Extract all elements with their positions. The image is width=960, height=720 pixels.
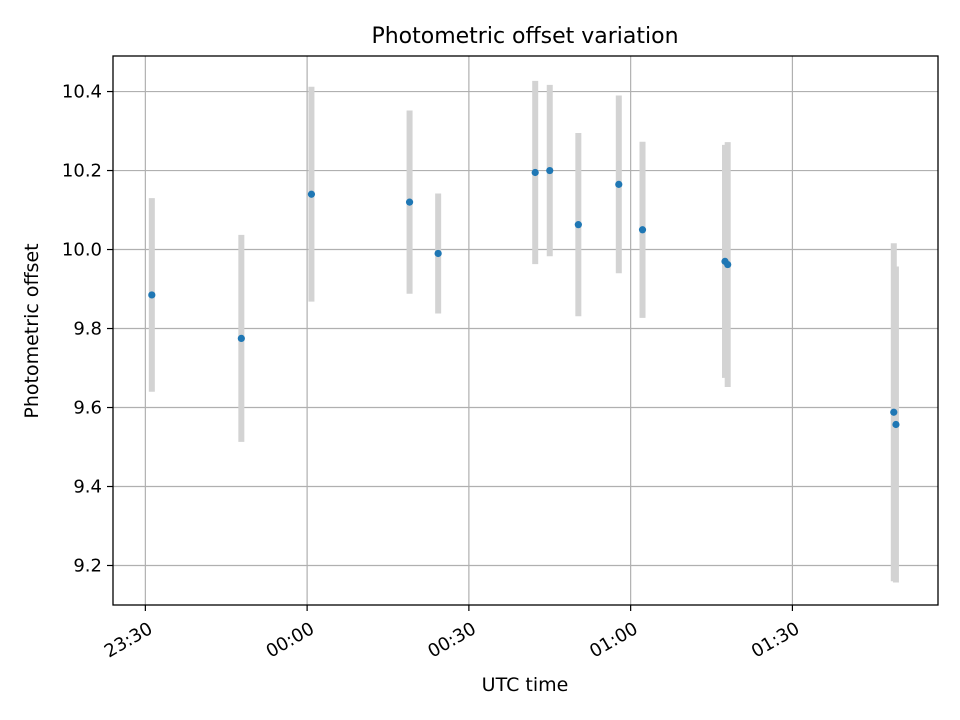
y-tick-label: 9.8 [73, 319, 102, 340]
y-tick-label: 9.6 [73, 398, 102, 419]
data-point [307, 190, 316, 198]
data-point [574, 221, 582, 229]
data-point [434, 249, 442, 258]
data-point [892, 420, 900, 429]
chart-title: Photometric offset variation [371, 24, 678, 49]
data-point [148, 291, 156, 299]
y-axis-label: Photometric offset [21, 243, 43, 418]
data-point [638, 226, 647, 234]
data-point [546, 166, 554, 175]
x-axis-label: UTC time [482, 674, 569, 696]
data-point [724, 260, 732, 269]
y-tick-label: 9.2 [73, 556, 102, 577]
y-tick-label: 10.4 [62, 82, 102, 103]
y-tick-label: 9.4 [73, 477, 102, 498]
data-point [890, 408, 898, 416]
y-tick-label: 10.0 [62, 240, 102, 261]
data-points [148, 166, 900, 429]
plot-frame [112, 55, 939, 606]
grid [113, 56, 938, 605]
data-point [405, 198, 414, 206]
data-point [615, 180, 623, 188]
data-point [237, 334, 245, 342]
y-tick-label: 10.2 [62, 161, 102, 182]
data-point [531, 168, 539, 177]
y-axis-ticks: 9.2 9.4 9.6 9.8 10.0 10.2 10.4 [62, 82, 113, 577]
